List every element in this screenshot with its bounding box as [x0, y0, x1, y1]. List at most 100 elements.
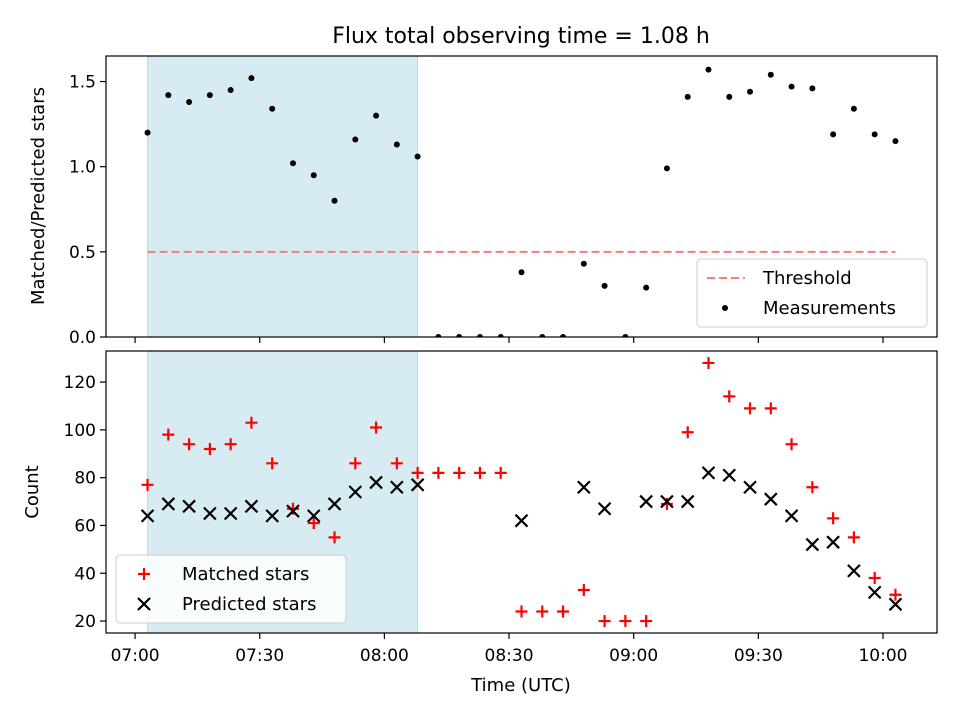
matched-star-point [723, 390, 736, 403]
measurement-point [310, 172, 317, 179]
legend-predicted-swatch [137, 597, 151, 611]
measurement-point [580, 260, 587, 267]
matched-star-point [245, 416, 258, 429]
predicted-star-point [743, 480, 757, 494]
x-tick-label: 10:00 [858, 646, 907, 666]
predicted-star-point [369, 475, 383, 490]
predicted-star-point [161, 497, 176, 511]
matched-star-point [307, 517, 320, 530]
matched-star-point [702, 356, 715, 369]
predicted-star-point [203, 506, 217, 521]
axes-frame [105, 350, 938, 634]
predicted-star-point [639, 494, 653, 509]
predicted-star-point [244, 499, 259, 514]
x-tick-label: 07:00 [111, 646, 160, 666]
bottom-y-axis-label: Count [22, 465, 43, 518]
predicted-star-point [805, 537, 820, 552]
measurement-point [705, 66, 712, 73]
x-tick-label: 07:30 [235, 646, 284, 666]
matched-star-point [432, 466, 445, 479]
measurement-point [144, 129, 151, 136]
y-tick-label: 60 [74, 516, 96, 536]
measurement-point [165, 92, 172, 99]
measurement-point [871, 131, 878, 138]
measurement-point [289, 160, 296, 167]
legend-measurement-swatch [722, 305, 728, 311]
measurement-point [539, 334, 546, 337]
predicted-star-point [514, 513, 529, 528]
matched-star-point [453, 466, 466, 479]
measurement-point [892, 138, 899, 145]
y-tick-label: 40 [74, 564, 96, 584]
measurement-point [643, 284, 650, 291]
predicted-star-point [327, 497, 342, 511]
matched-star-point [868, 572, 881, 585]
top-panel: 0.0 0.5 1.0 1.5 Threshold Measurements [69, 55, 938, 348]
measurement-point [830, 131, 837, 138]
measurement-point [747, 88, 754, 95]
measurement-point [601, 282, 608, 289]
matched-star-point [640, 615, 653, 628]
matched-star-point [328, 531, 341, 544]
measurement-point [850, 105, 857, 112]
legend: Matched stars Predicted stars [115, 554, 347, 624]
matched-star-point [577, 583, 590, 596]
measurement-point [393, 141, 400, 148]
matched-star-point [349, 457, 362, 470]
measurement-point [622, 334, 629, 337]
measurement-point [456, 334, 463, 337]
predicted-star-point [764, 492, 778, 506]
matched-star-point [785, 438, 798, 451]
measurement-point [414, 153, 421, 160]
matched-star-point [806, 481, 819, 494]
matched-star-point [162, 428, 175, 441]
predicted-star-point [410, 478, 425, 492]
matched-star-point [827, 512, 840, 525]
measurement-point [560, 334, 567, 337]
y-tick-label: 0.5 [69, 243, 96, 263]
matched-star-point [764, 402, 777, 415]
matched-star-point [557, 605, 570, 618]
matched-star-point [889, 588, 902, 601]
legend-label: Measurements [763, 298, 896, 319]
y-tick-label: 0.0 [69, 328, 96, 348]
matched-star-point [744, 402, 757, 415]
y-tick-label: 80 [74, 469, 96, 489]
y-tick-label: 100 [64, 421, 96, 441]
measurement-point [497, 334, 504, 337]
measurement-point [186, 98, 193, 105]
measurement-point [373, 112, 380, 119]
matched-star-point [224, 438, 237, 451]
measurement-point [476, 334, 483, 337]
predicted-star-point [847, 564, 861, 578]
predicted-star-point [784, 509, 799, 523]
predicted-star-point [348, 485, 363, 499]
predicted-star-point [390, 480, 404, 494]
legend-label: Threshold [762, 268, 852, 289]
plot-area [144, 66, 899, 337]
predicted-star-point [660, 494, 674, 509]
predicted-star-point [265, 509, 279, 523]
x-axis-label: Time (UTC) [470, 675, 571, 696]
matched-star-point [390, 457, 403, 470]
predicted-star-point [701, 466, 716, 480]
measurement-point [726, 93, 733, 100]
predicted-star-point [867, 585, 882, 600]
measurement-point [248, 75, 255, 82]
y-tick-label: 1.5 [69, 73, 96, 93]
predicted-star-point [680, 494, 695, 509]
x-tick-label: 08:30 [485, 646, 534, 666]
predicted-star-point [182, 499, 196, 514]
measurement-point [227, 87, 234, 94]
predicted-star-point [722, 468, 737, 483]
matched-star-point [141, 478, 154, 491]
measurement-point [331, 197, 338, 204]
predicted-star-point [597, 501, 612, 516]
measurement-point [269, 105, 276, 112]
legend-box [115, 554, 347, 624]
matched-star-point [286, 502, 299, 515]
measurement-point [206, 92, 213, 99]
predicted-star-point [888, 597, 903, 612]
legend-matched-swatch [138, 568, 150, 580]
predicted-star-point [223, 506, 238, 521]
